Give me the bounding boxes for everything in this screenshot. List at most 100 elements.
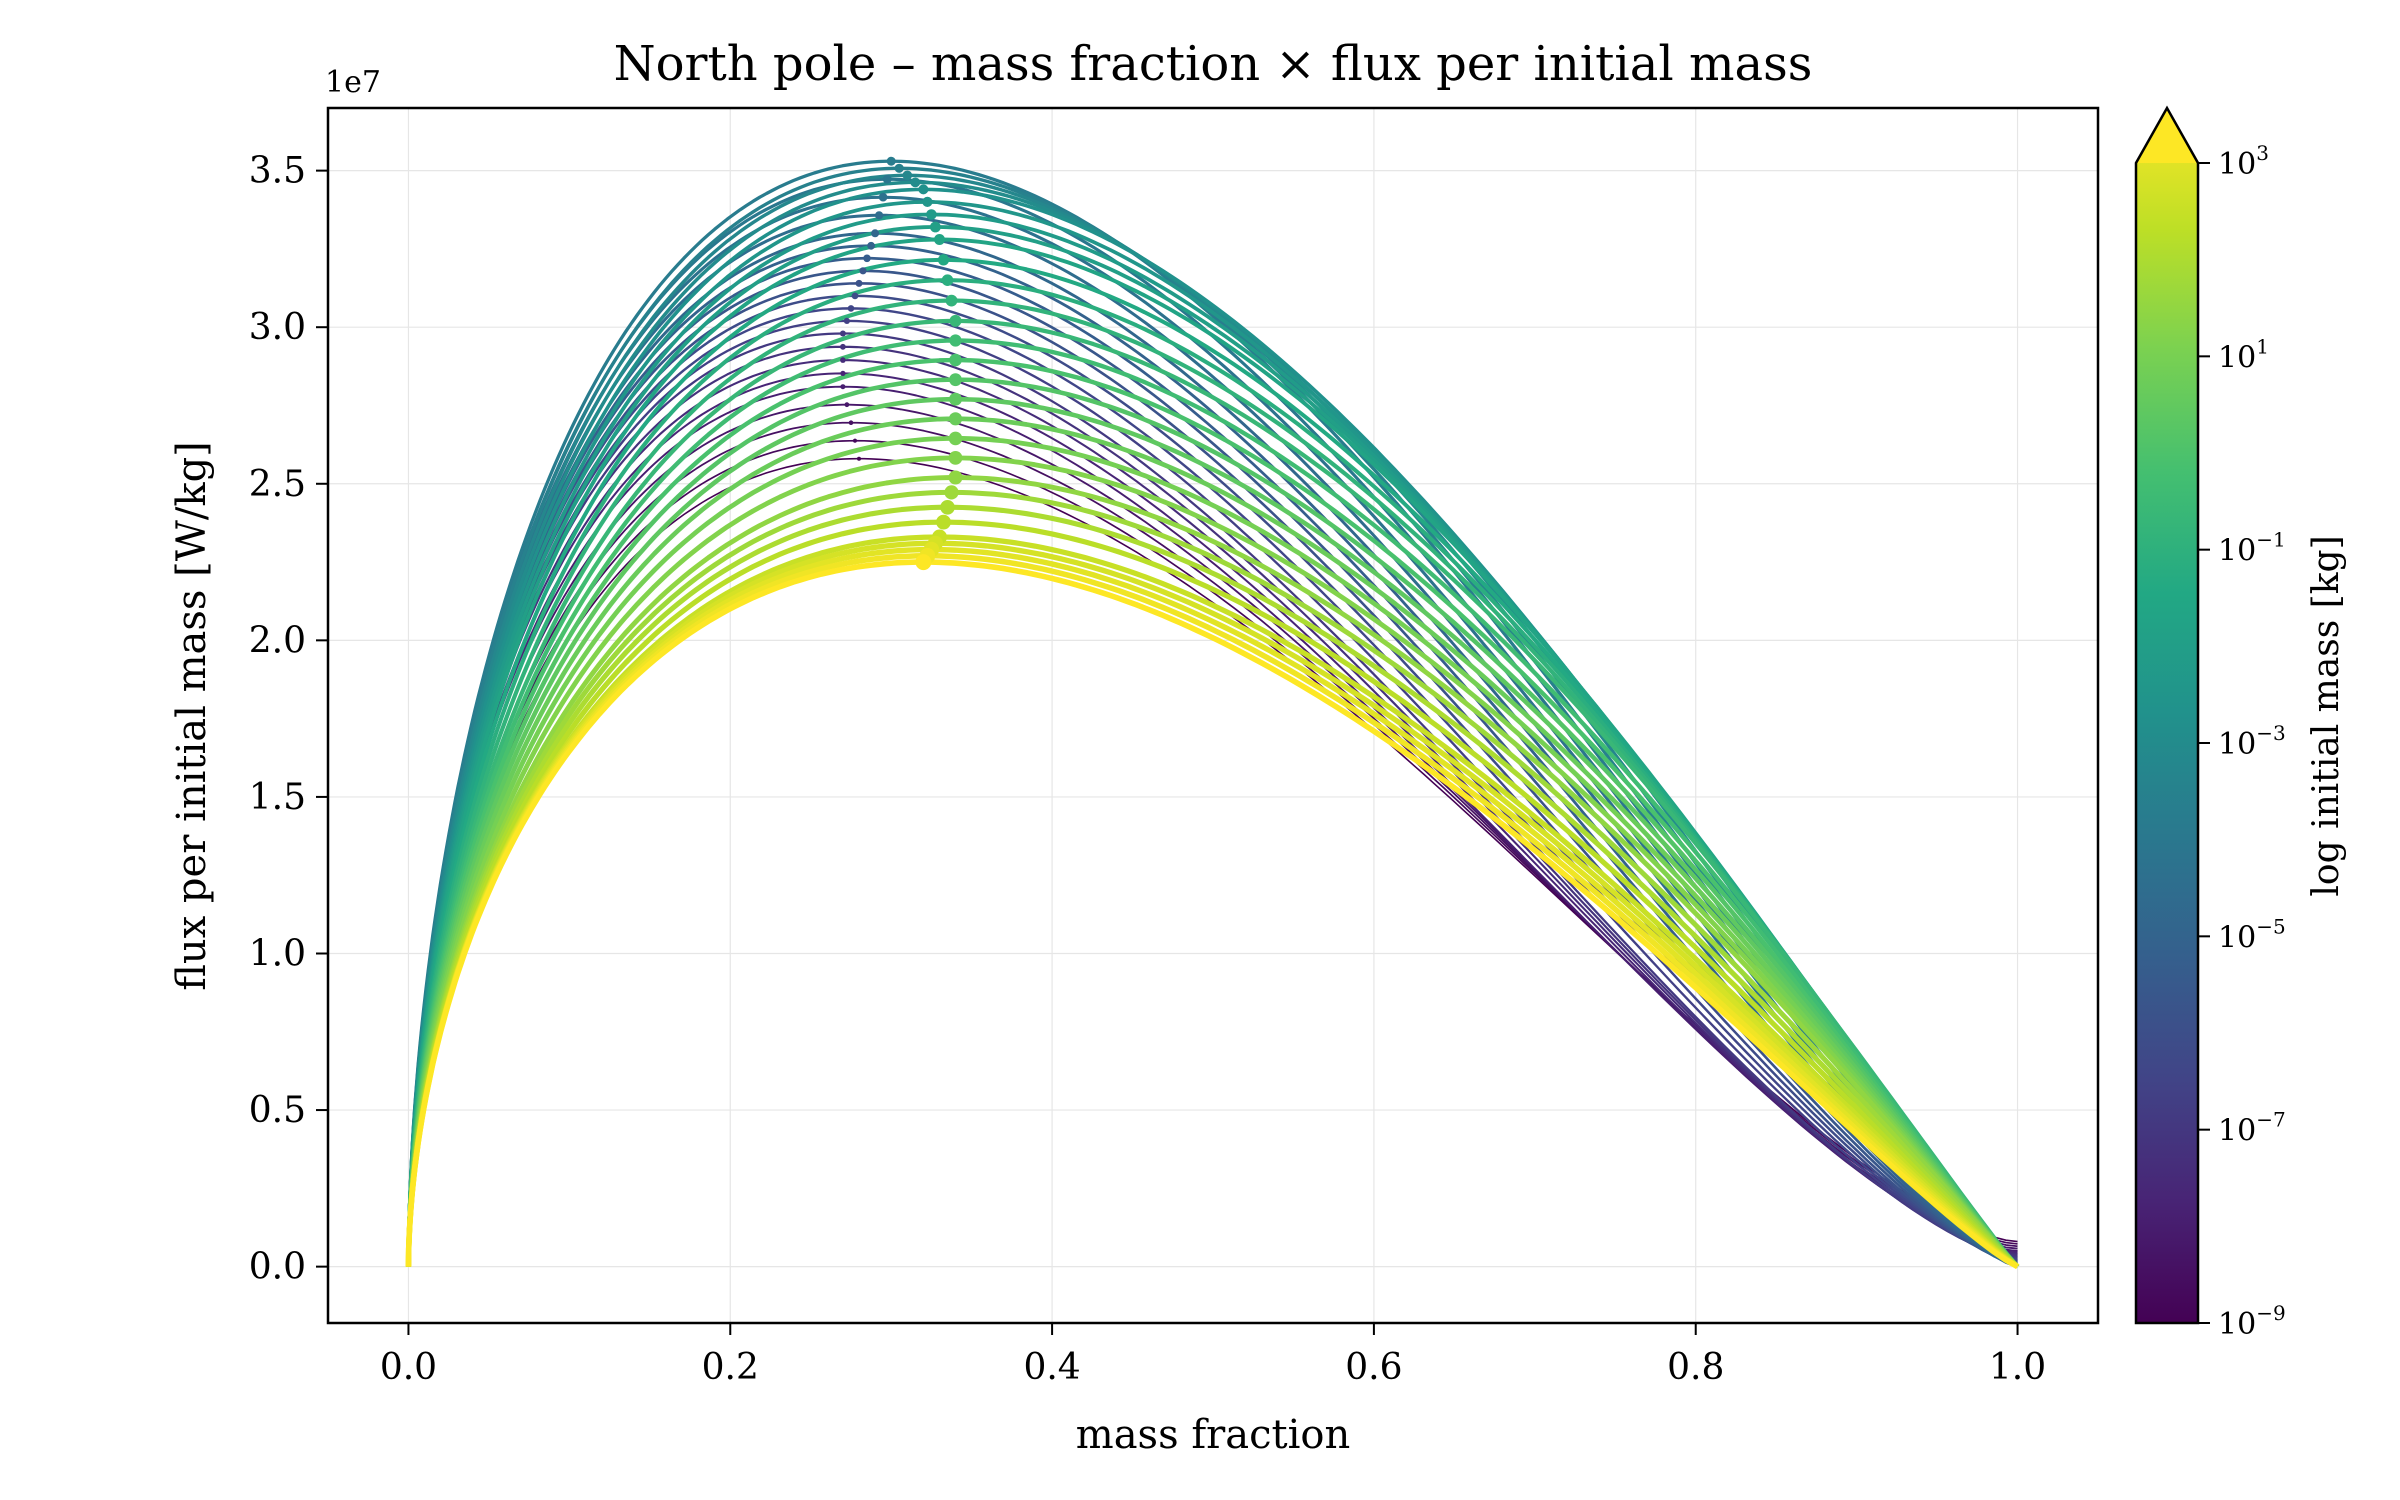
- peak-point: [882, 174, 892, 184]
- series-line: [407, 403, 2018, 1267]
- series-line: [406, 338, 2020, 1269]
- peak-point: [840, 370, 846, 376]
- series-line: [406, 298, 2020, 1268]
- x-axis: 0.0 0.2 0.4 0.6 0.8 1.0: [380, 1323, 2046, 1388]
- peak-point: [878, 192, 888, 202]
- peak-point: [937, 254, 950, 266]
- series-line: [406, 396, 2020, 1269]
- series-line: [406, 166, 2019, 1269]
- series-line: [405, 559, 2019, 1270]
- y-tick-label: 2.5: [249, 464, 306, 505]
- series-line: [407, 319, 2018, 1267]
- y-tick-label: 0.0: [249, 1247, 306, 1288]
- peak-point: [840, 357, 846, 363]
- colorbar-label: log initial mass [kg]: [2306, 535, 2347, 896]
- peak-point: [934, 234, 945, 245]
- series-line: [406, 475, 2020, 1269]
- series-line: [406, 318, 2020, 1268]
- y-tick-label: 1.5: [249, 777, 306, 818]
- x-tick-label: 0.2: [702, 1347, 759, 1388]
- chart-title: North pole – mass fraction × flux per in…: [614, 36, 1813, 92]
- peak-point: [871, 229, 880, 238]
- peak-point: [922, 196, 933, 207]
- peak-markers: [839, 156, 963, 571]
- series-line: [407, 457, 2018, 1267]
- peak-point: [941, 274, 954, 287]
- peak-point: [851, 292, 859, 300]
- y-tick-label: 0.5: [249, 1090, 306, 1131]
- series-line: [407, 231, 2018, 1268]
- series-line: [405, 519, 2020, 1269]
- x-tick-label: 0.8: [1667, 1347, 1724, 1388]
- peak-point: [948, 451, 963, 465]
- series-line: [407, 439, 2018, 1267]
- peak-point: [844, 402, 850, 408]
- peak-point: [936, 514, 951, 530]
- peak-point: [867, 241, 875, 250]
- peak-point: [839, 330, 846, 337]
- series-line: [406, 416, 2020, 1269]
- peak-point: [930, 221, 941, 233]
- peak-point: [902, 170, 913, 181]
- colorbar-tick-label: 10−3: [2218, 721, 2286, 762]
- series-line: [407, 385, 2018, 1267]
- x-axis-label: mass fraction: [1076, 1412, 1350, 1458]
- peak-point: [949, 314, 962, 327]
- series-line: [406, 278, 2020, 1268]
- peak-point: [894, 163, 904, 173]
- x-tick-label: 0.4: [1023, 1347, 1080, 1388]
- y-offset-text: 1e7: [325, 65, 381, 100]
- peak-point: [910, 177, 921, 188]
- colorbar-tick-label: 101: [2218, 334, 2269, 375]
- series-line: [405, 489, 2020, 1269]
- peak-point: [859, 267, 867, 275]
- colorbar: 103 101 10−1 10−3 10−5 10−7 10−9 log initial m…: [2134, 105, 2347, 1342]
- peak-point: [926, 209, 937, 220]
- colorbar-tick-label: 10−1: [2218, 528, 2286, 569]
- colorbar-body: [2136, 108, 2198, 1323]
- colorbar-tick-label: 10−9: [2218, 1301, 2286, 1342]
- x-tick-label: 0.0: [380, 1347, 437, 1388]
- peak-point: [949, 353, 962, 367]
- colorbar-outline: [2134, 105, 2200, 1325]
- peak-point: [945, 294, 958, 307]
- peak-point: [863, 254, 871, 263]
- series-line: [407, 421, 2018, 1267]
- colorbar-tick-label: 10−5: [2218, 914, 2286, 955]
- series-line: [406, 377, 2020, 1269]
- peak-point: [948, 470, 963, 485]
- series-line: [406, 173, 2019, 1269]
- series-line: [405, 504, 2020, 1269]
- peak-point: [949, 334, 962, 347]
- peak-point: [857, 456, 861, 461]
- peak-point: [948, 412, 963, 426]
- peak-point: [944, 485, 959, 500]
- series-line: [405, 540, 2020, 1269]
- colorbar-tick-label: 103: [2218, 141, 2269, 182]
- peak-point: [840, 343, 846, 350]
- peak-point: [848, 420, 854, 426]
- peak-point: [940, 500, 955, 515]
- series-line: [406, 455, 2020, 1269]
- peak-point: [918, 184, 929, 195]
- peak-point: [948, 431, 963, 446]
- y-tick-label: 3.0: [249, 307, 306, 348]
- x-tick-label: 1.0: [1989, 1347, 2046, 1388]
- y-tick-label: 3.5: [249, 151, 306, 192]
- colorbar-extend-cap: [2136, 108, 2198, 163]
- peak-point: [949, 392, 962, 406]
- y-axis: 0.0 0.5 1.0 1.5 2.0 2.5 3.0 3.5: [249, 151, 328, 1288]
- peak-point: [949, 373, 962, 387]
- y-tick-label: 2.0: [249, 620, 306, 661]
- series-line: [406, 357, 2020, 1269]
- series-line: [406, 200, 2019, 1268]
- series-line: [405, 534, 2020, 1269]
- peak-point: [886, 156, 896, 166]
- series-curves: [405, 159, 2020, 1270]
- peak-point: [875, 211, 884, 220]
- series-line: [406, 436, 2020, 1269]
- x-tick-label: 0.6: [1345, 1347, 1402, 1388]
- peak-point: [855, 279, 863, 287]
- peak-point: [915, 554, 932, 571]
- peak-point: [840, 384, 846, 390]
